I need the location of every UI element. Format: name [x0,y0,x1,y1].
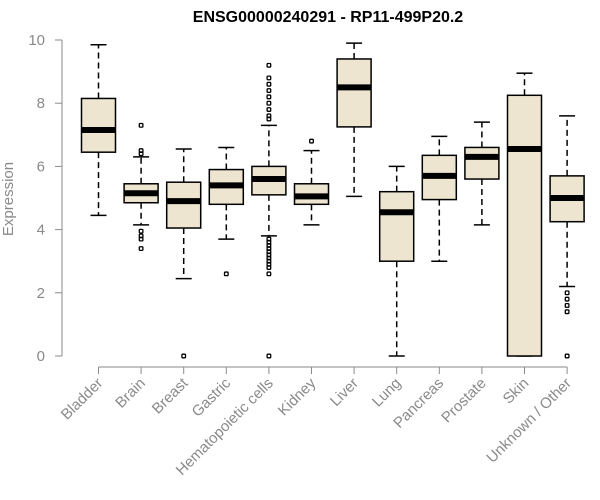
x-tick-label: Bladder [58,375,107,424]
outlier-point [138,151,144,157]
box-group [421,135,458,262]
outlier-point [266,81,272,87]
x-tick-label: Brain [112,375,149,412]
box-group [336,42,372,198]
box [165,181,202,229]
outlier-point [564,309,570,315]
box [336,58,372,128]
outlier-point [266,271,272,277]
outlier-point [138,228,144,234]
box-group [80,43,117,217]
outlier-point [266,116,272,122]
outlier-point [138,236,144,242]
y-tick-label: 2 [37,285,45,302]
box-group [208,146,245,277]
x-tick-label: Breast [149,374,192,417]
box [378,190,415,262]
outlier-point [564,296,570,302]
outlier-point [138,246,144,252]
chart-title: ENSG00000240291 - RP11-499P20.2 [193,9,464,26]
outlier-point [138,122,144,128]
outlier-point [309,138,314,144]
box [464,146,500,180]
box-group [506,72,543,357]
box-group [165,148,202,359]
outlier-point [564,302,570,308]
outlier-point [223,271,229,277]
box [506,94,543,357]
outlier-point [266,100,272,106]
x-tick-label: Lung [369,375,405,411]
outlier-point [266,94,272,100]
x-tick-label: Kidney [275,374,320,419]
box-group [378,165,415,357]
outlier-point [564,290,570,296]
box [80,97,117,153]
outlier-point [181,353,187,359]
outlier-point [266,62,272,68]
box-group [464,121,500,226]
boxes [80,42,585,359]
outlier-point [564,353,570,359]
box-group [251,62,287,359]
box-group [549,115,585,359]
outlier-point [266,107,272,112]
y-tick-label: 6 [37,158,45,175]
x-tick-label: Liver [327,375,362,410]
box-group [293,138,330,226]
box-group [123,122,159,252]
y-tick-label: 0 [37,348,45,365]
x-tick-label: Skin [500,375,533,408]
x-tick-label: Prostate [438,375,490,427]
y-axis-label: Expression [0,162,17,236]
y-tick-label: 10 [28,32,45,49]
outlier-point [266,75,272,81]
outlier-point [266,88,272,94]
outlier-point [266,265,272,270]
y-tick-label: 8 [37,95,45,112]
y-tick-label: 4 [37,222,45,239]
outlier-point [266,353,272,359]
